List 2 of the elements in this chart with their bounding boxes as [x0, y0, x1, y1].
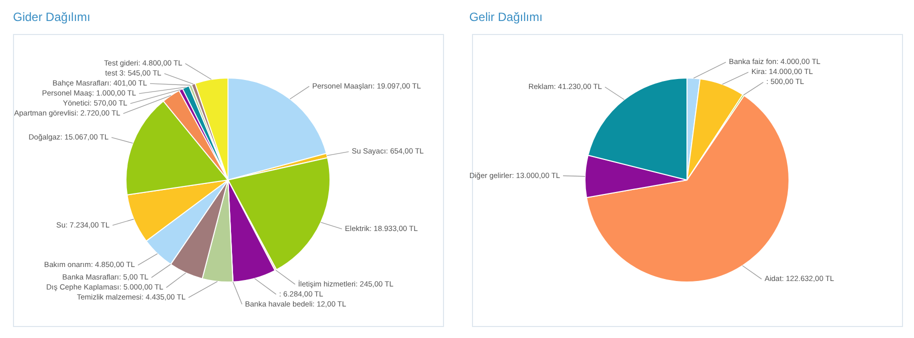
chart-title: Gelir Dağılımı [469, 10, 543, 24]
chart-title: Gider Dağılımı [13, 10, 90, 24]
